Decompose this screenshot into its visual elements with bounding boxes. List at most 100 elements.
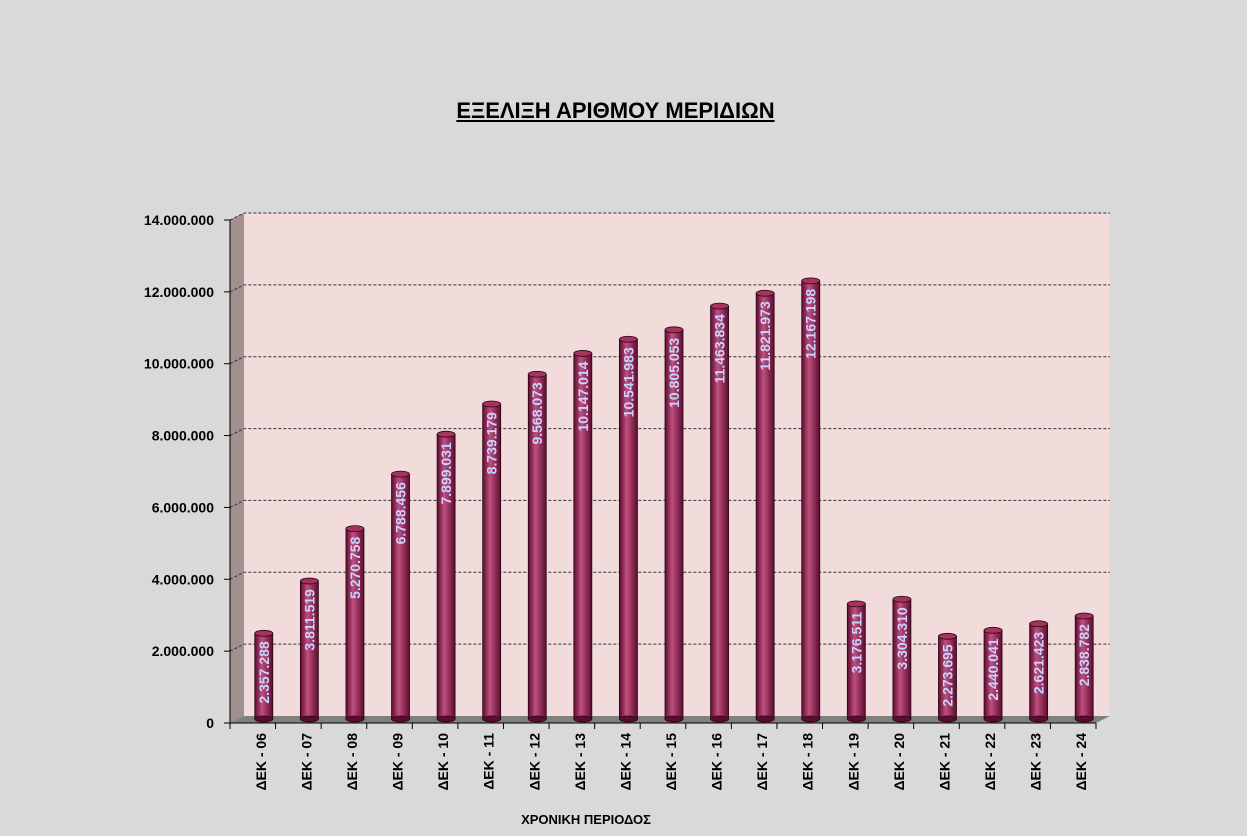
bar-cap [892, 595, 912, 603]
bar-cap [573, 350, 593, 357]
bar-cap [527, 370, 547, 378]
x-tick-label: ΔΕΚ - 22 [982, 733, 998, 791]
bar-cap [938, 632, 957, 640]
side-wall [230, 213, 244, 723]
bar-base [892, 715, 912, 723]
bar-base [664, 715, 684, 723]
chart-title: ΕΞΕΛΙΞΗ ΑΡΙΘΜΟΥ ΜΕΡΙΔΙΩΝ [456, 98, 775, 123]
bar-value-label: 9.568.073 [529, 382, 545, 444]
bar-cap [482, 400, 502, 408]
bar: 10.147.014 [573, 350, 593, 723]
y-tick-label: 14.000.000 [144, 212, 214, 228]
bar: 2.621.423 [1029, 620, 1049, 723]
bar-value-label: 2.621.423 [1031, 632, 1047, 694]
bar-base [573, 715, 593, 723]
gridline [229, 428, 1110, 437]
x-tick-label: ΔΕΚ - 19 [845, 733, 861, 791]
bar-cap [755, 289, 775, 297]
bar-cap [664, 326, 684, 334]
bar: 8.739.179 [482, 400, 502, 723]
bar-base [527, 715, 547, 723]
bar-base [345, 715, 365, 723]
y-tick-label: 12.000.000 [144, 284, 214, 300]
gridlines [229, 212, 1110, 652]
bar: 5.270.758 [345, 525, 365, 723]
x-tick-label: ΔΕΚ - 18 [800, 733, 816, 791]
bar-cap [619, 335, 638, 343]
x-tick-label: ΔΕΚ - 12 [526, 733, 542, 791]
gridline [229, 212, 1110, 221]
bar-value-label: 3.811.519 [301, 589, 317, 651]
bar-base [801, 715, 821, 723]
bar: 2.440.041 [983, 626, 1003, 723]
x-axis: ΔΕΚ - 06 ΔΕΚ - 07 ΔΕΚ - 08 ΔΕΚ - 09 ΔΕΚ - 10… [229, 722, 1097, 791]
x-tick-label: ΔΕΚ - 11 [481, 733, 497, 790]
bar-base [391, 715, 410, 723]
bar-base [755, 715, 775, 723]
bar: 2.273.695 [938, 632, 957, 723]
bar: 9.568.073 [527, 370, 547, 723]
x-tick-label: ΔΕΚ - 16 [709, 733, 725, 791]
x-tick-label: ΔΕΚ - 10 [435, 733, 451, 791]
bar-value-label: 6.788.456 [393, 482, 409, 544]
bar-value-label: 5.270.758 [347, 536, 363, 598]
y-tick-label: 4.000.000 [152, 571, 214, 587]
bar-base [846, 715, 866, 723]
bar-cap [299, 577, 319, 585]
bar-value-label: 10.541.983 [620, 347, 636, 417]
bar-base [983, 715, 1003, 723]
bar-base [299, 715, 319, 723]
x-tick-label: ΔΕΚ - 15 [663, 733, 679, 791]
y-axis: 0 2.000.000 4.000.000 6.000.000 8.000.000 10.… [144, 212, 231, 731]
bar: 10.541.983 [619, 335, 638, 723]
bar-value-label: 7.899.031 [438, 442, 454, 504]
bar-cap [1029, 620, 1049, 628]
bar: 3.304.310 [892, 595, 912, 723]
bar-cap [983, 626, 1003, 634]
y-tick-label: 8.000.000 [152, 428, 214, 444]
x-tick-label: ΔΕΚ - 17 [754, 733, 770, 791]
bar-value-label: 2.838.782 [1076, 624, 1092, 686]
bar-series: 2.357.288 3.811.519 5.270.758 6.788.456 7.89… [254, 277, 1094, 723]
bar-cap [391, 470, 410, 478]
bar-base [938, 715, 957, 723]
bar-base [254, 715, 274, 723]
gridline [229, 499, 1110, 508]
bar-value-label: 8.739.179 [484, 412, 500, 474]
bar-value-label: 2.357.288 [256, 641, 272, 703]
bar-base [1074, 715, 1094, 723]
bar: 7.899.031 [436, 430, 456, 723]
bar-value-label: 2.273.695 [939, 644, 955, 706]
x-tick-label: ΔΕΚ - 06 [253, 733, 269, 791]
bar: 11.463.834 [710, 302, 729, 723]
bar-cap [801, 277, 821, 285]
bar-cap [846, 600, 866, 608]
gridline [229, 284, 1110, 293]
bar: 6.788.456 [391, 470, 410, 723]
bar-cap [254, 629, 274, 637]
bar-base [710, 715, 729, 723]
bar-base [482, 715, 502, 723]
bar-cap [1074, 612, 1094, 620]
bar-value-label: 3.304.310 [894, 607, 910, 669]
bar-base [619, 715, 638, 723]
bar-value-label: 3.176.511 [848, 612, 864, 674]
y-tick-label: 2.000.000 [152, 643, 214, 659]
bar-cap [345, 525, 365, 533]
bar-value-label: 10.147.014 [575, 361, 591, 431]
gridline [229, 571, 1110, 580]
x-tick-label: ΔΕΚ - 14 [617, 733, 633, 791]
y-tick-label: 0 [206, 715, 214, 731]
x-tick-label: ΔΕΚ - 20 [891, 733, 907, 791]
bar-cap [710, 302, 729, 310]
x-tick-label: ΔΕΚ - 08 [344, 733, 360, 791]
bar-cap [436, 430, 456, 438]
bar: 2.838.782 [1074, 612, 1094, 723]
bar: 10.805.053 [664, 326, 684, 723]
bar-base [436, 715, 456, 723]
bar: 12.167.198 [801, 277, 821, 723]
y-tick-label: 10.000.000 [144, 356, 214, 372]
bar-value-label: 11.821.973 [757, 301, 773, 371]
y-tick-label: 6.000.000 [152, 499, 214, 515]
